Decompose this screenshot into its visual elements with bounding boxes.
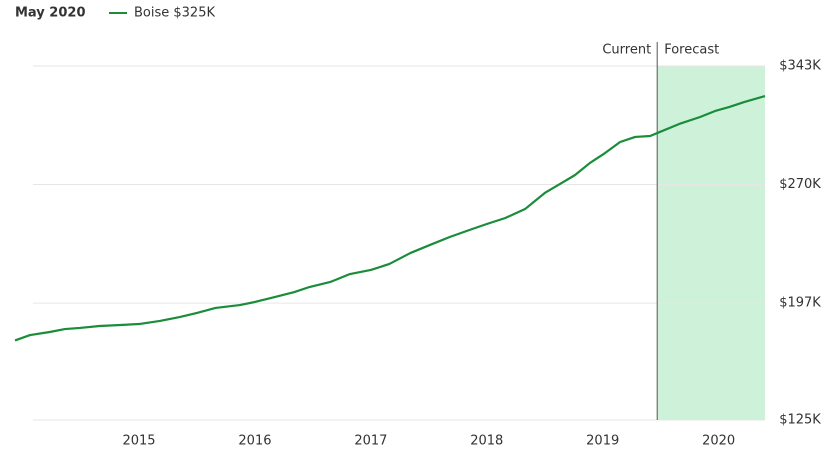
forecast-label: Forecast: [664, 43, 719, 58]
legend-label: Boise $325K: [134, 6, 215, 21]
x-tick-label: 2018: [470, 434, 503, 449]
x-tick-label: 2015: [122, 434, 155, 449]
y-tick-label: $197K: [779, 296, 821, 311]
y-tick-label: $343K: [779, 59, 821, 74]
x-tick-label: 2016: [238, 434, 271, 449]
x-tick-label: 2020: [702, 434, 735, 449]
current-label: Current: [602, 43, 651, 58]
y-tick-label: $125K: [779, 413, 821, 428]
series-line: [14, 94, 766, 342]
forecast-region: [657, 66, 765, 420]
x-tick-label: 2019: [586, 434, 619, 449]
y-tick-label: $270K: [779, 177, 821, 192]
chart-title: May 2020: [15, 6, 86, 21]
x-tick-label: 2017: [354, 434, 387, 449]
